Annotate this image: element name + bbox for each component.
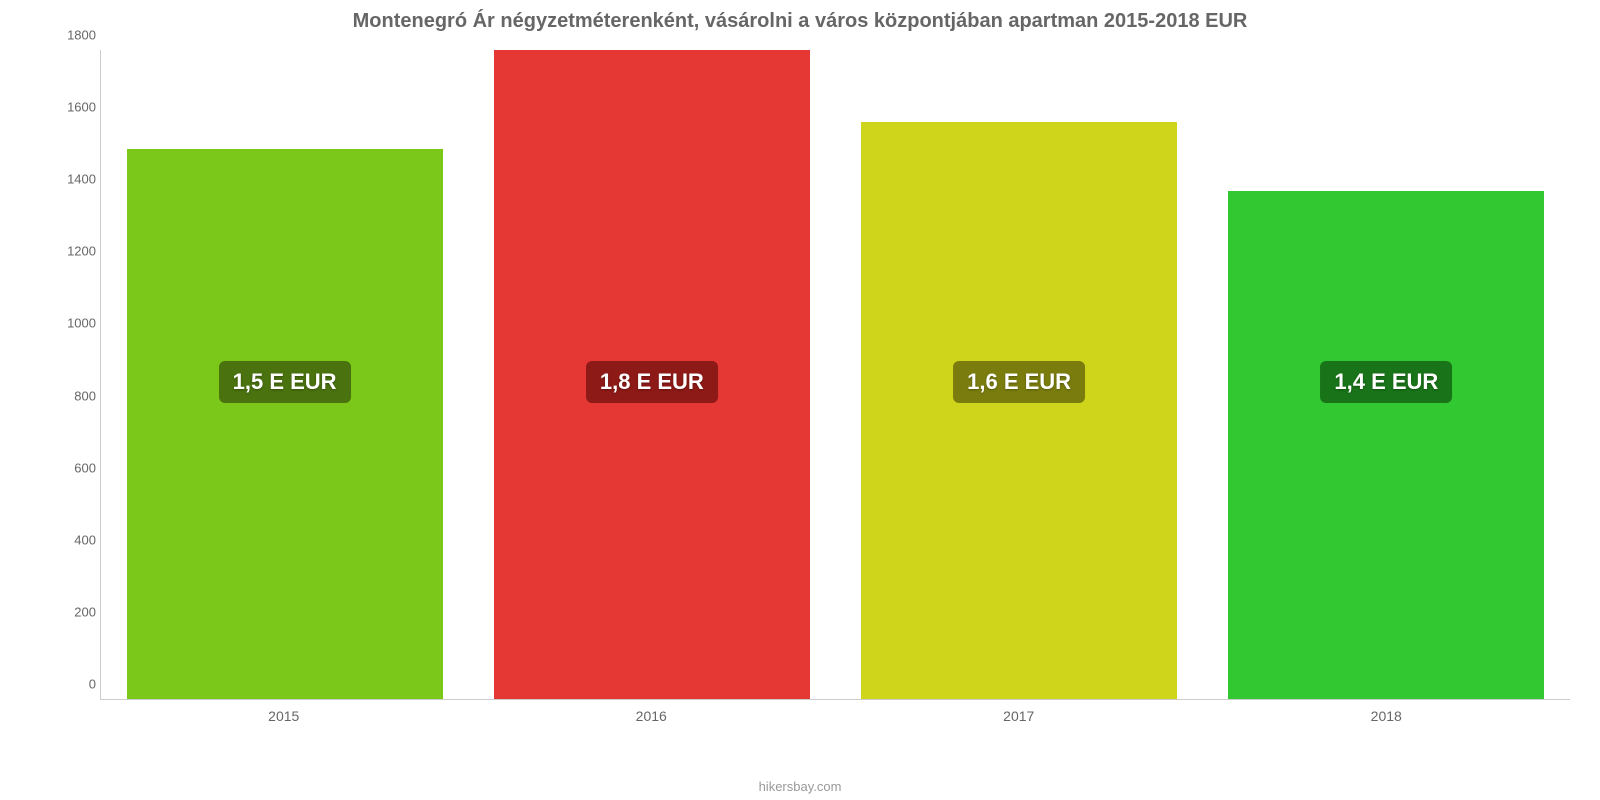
bar-slot: 1,6 E EUR	[836, 50, 1203, 699]
plot-region: 1,5 E EUR1,8 E EUR1,6 E EUR1,4 E EUR 020…	[100, 50, 1570, 700]
value-badge: 1,6 E EUR	[953, 361, 1085, 403]
y-tick-label: 1200	[56, 244, 96, 259]
chart-title: Montenegró Ár négyzetméterenként, vásáro…	[0, 0, 1600, 33]
y-tick-label: 200	[56, 604, 96, 619]
y-tick-label: 1400	[56, 172, 96, 187]
bar-slot: 1,8 E EUR	[468, 50, 835, 699]
y-tick-label: 1800	[56, 28, 96, 43]
bar-slot: 1,4 E EUR	[1203, 50, 1570, 699]
x-tick-label: 2017	[835, 700, 1203, 740]
source-label: hikersbay.com	[0, 779, 1600, 794]
x-axis-labels: 2015201620172018	[100, 700, 1570, 740]
y-tick-label: 1000	[56, 316, 96, 331]
x-tick-label: 2018	[1203, 700, 1571, 740]
y-tick-label: 800	[56, 388, 96, 403]
y-tick-label: 600	[56, 460, 96, 475]
chart-area: 1,5 E EUR1,8 E EUR1,6 E EUR1,4 E EUR 020…	[60, 50, 1580, 740]
y-tick-label: 0	[56, 677, 96, 692]
y-tick-label: 1600	[56, 100, 96, 115]
bar: 1,6 E EUR	[861, 122, 1177, 699]
value-badge: 1,4 E EUR	[1320, 361, 1452, 403]
bar: 1,4 E EUR	[1228, 191, 1544, 699]
value-badge: 1,5 E EUR	[219, 361, 351, 403]
value-badge: 1,8 E EUR	[586, 361, 718, 403]
bar-slot: 1,5 E EUR	[101, 50, 468, 699]
x-tick-label: 2015	[100, 700, 468, 740]
y-tick-label: 400	[56, 532, 96, 547]
bars-container: 1,5 E EUR 1,8 E EUR 1,6 E EUR 1,4 E EUR	[101, 50, 1570, 699]
x-tick-label: 2016	[468, 700, 836, 740]
bar: 1,5 E EUR	[127, 149, 443, 699]
bar: 1,8 E EUR	[494, 50, 810, 699]
